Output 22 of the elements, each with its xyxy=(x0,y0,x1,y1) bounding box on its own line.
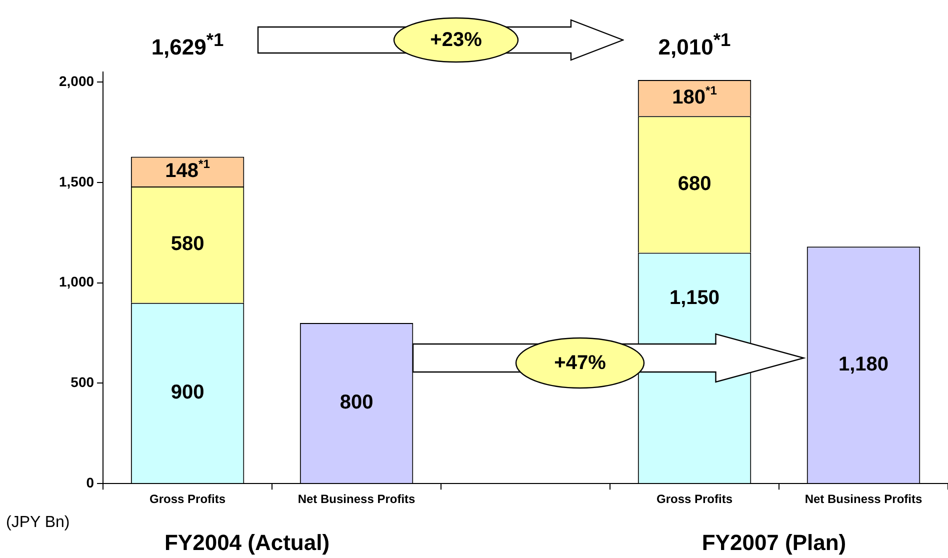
data-label: 680 xyxy=(678,172,712,195)
x-tick-label: Gross Profits xyxy=(656,492,733,506)
text: 2,010$^{*1}$ xyxy=(657,28,732,62)
x-tick-label: Net Business Profits xyxy=(804,492,923,506)
annotation: +47% xyxy=(553,351,607,376)
text: FY2007 (Plan) xyxy=(700,530,848,556)
data-label: 580 xyxy=(170,233,204,256)
data-label: 900 xyxy=(170,382,204,404)
text: FY2004 (Actual) xyxy=(163,530,331,556)
text: 1,629$^{*1}$ xyxy=(150,28,225,62)
text: +23% xyxy=(429,28,483,52)
y-tick-label: 0 xyxy=(86,474,94,490)
data-label: 1,180 xyxy=(838,353,889,376)
y-tick-label: 1,000 xyxy=(58,274,94,290)
y-tick-label: 2,000 xyxy=(58,72,94,89)
x-tick-label: Gross Profits xyxy=(150,492,226,506)
data-label: 800 xyxy=(340,392,374,414)
y-tick-label: 500 xyxy=(70,374,94,390)
data-label: 1,150 xyxy=(669,286,720,309)
x-tick-label: Net Business Profits xyxy=(298,492,416,506)
y-tick-label: 1,500 xyxy=(58,173,94,190)
y-axis-title: (JPY Bn) xyxy=(6,514,70,532)
